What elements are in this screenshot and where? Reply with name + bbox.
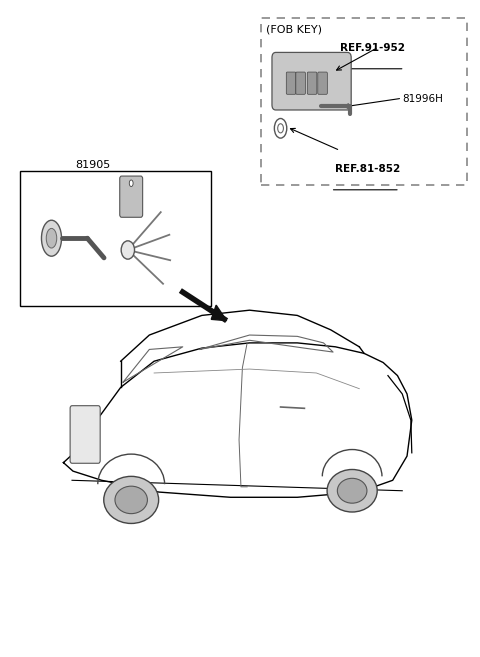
- Ellipse shape: [327, 470, 377, 512]
- Ellipse shape: [129, 180, 133, 187]
- Bar: [21, 171, 211, 306]
- FancyBboxPatch shape: [296, 72, 305, 95]
- FancyBboxPatch shape: [120, 176, 143, 217]
- FancyBboxPatch shape: [318, 72, 327, 95]
- Ellipse shape: [337, 478, 367, 503]
- Polygon shape: [211, 305, 227, 321]
- Ellipse shape: [121, 241, 134, 259]
- Text: 81905: 81905: [75, 160, 110, 170]
- FancyBboxPatch shape: [70, 406, 100, 463]
- FancyBboxPatch shape: [272, 53, 351, 110]
- FancyBboxPatch shape: [307, 72, 317, 95]
- Ellipse shape: [41, 220, 61, 256]
- FancyBboxPatch shape: [286, 72, 296, 95]
- Ellipse shape: [46, 229, 57, 248]
- Text: 81996H: 81996H: [402, 95, 443, 104]
- Ellipse shape: [115, 486, 147, 514]
- Text: (FOB KEY): (FOB KEY): [266, 24, 322, 34]
- Text: REF.91-952: REF.91-952: [340, 43, 405, 53]
- Ellipse shape: [104, 476, 158, 524]
- Text: REF.81-852: REF.81-852: [335, 164, 400, 173]
